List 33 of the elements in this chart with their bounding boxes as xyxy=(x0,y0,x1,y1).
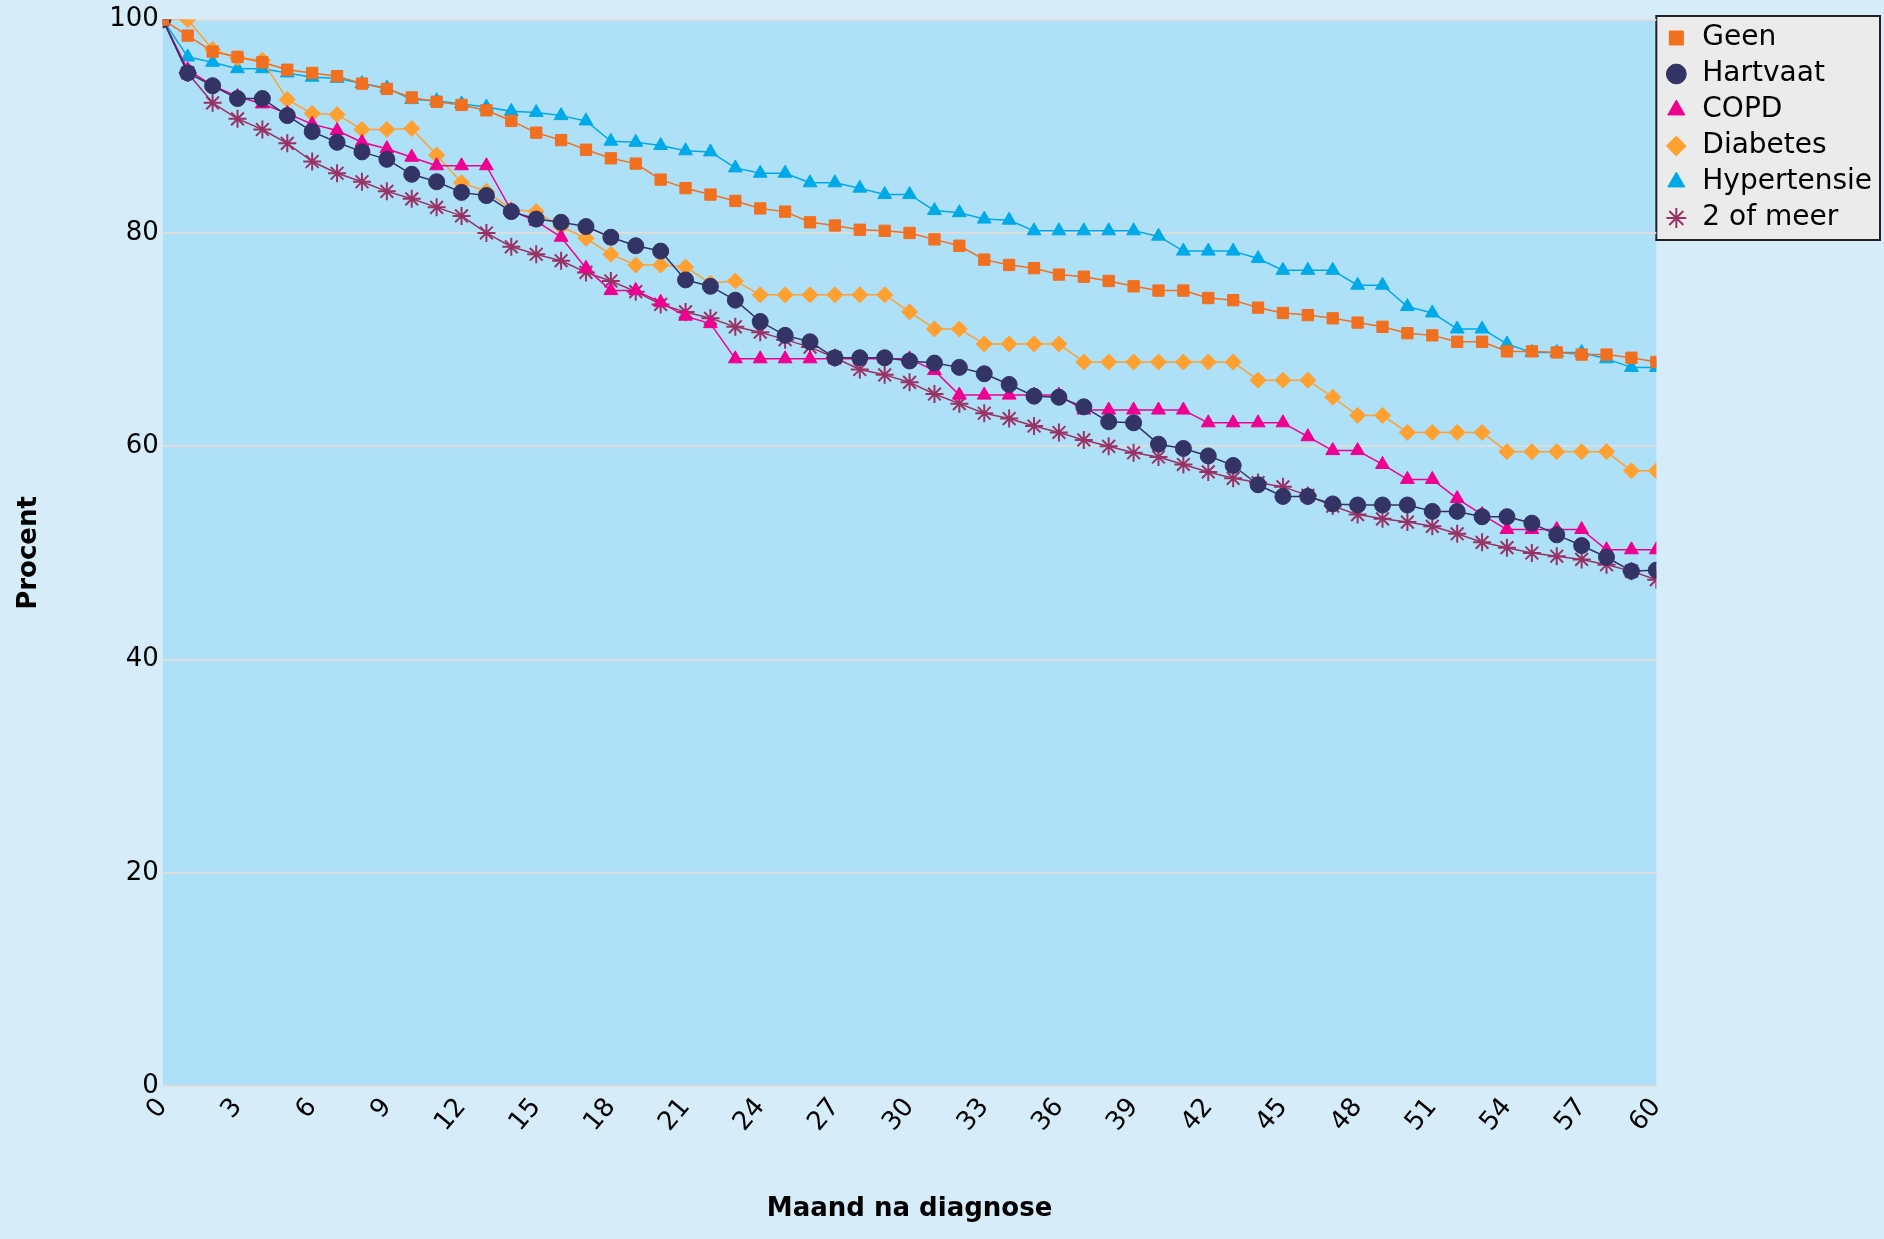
y-tick-label: 60 xyxy=(125,429,159,460)
x-tick-label: 45 xyxy=(1248,1091,1293,1136)
legend-label: COPD xyxy=(1702,91,1783,125)
legend-label: 2 of meer xyxy=(1702,199,1839,233)
legend-label: Hypertensie xyxy=(1702,163,1873,197)
x-tick-label: 39 xyxy=(1099,1091,1144,1136)
legend-label: Hartvaat xyxy=(1702,55,1825,89)
x-tick-label: 21 xyxy=(651,1091,696,1136)
y-tick-label: 100 xyxy=(109,2,159,33)
x-tick-label: 24 xyxy=(725,1091,770,1136)
x-tick-label: 42 xyxy=(1173,1091,1219,1136)
x-tick-label: 30 xyxy=(875,1091,920,1136)
legend-label: Diabetes xyxy=(1702,127,1827,161)
y-tick-label: 40 xyxy=(125,642,159,673)
x-tick-label: 60 xyxy=(1621,1091,1667,1136)
y-tick-label: 80 xyxy=(125,215,159,246)
x-tick-label: 33 xyxy=(949,1091,995,1136)
x-tick-label: 18 xyxy=(576,1091,621,1136)
x-tick-label: 6 xyxy=(288,1091,322,1124)
y-axis-title: Procent xyxy=(12,496,43,610)
x-tick-label: 15 xyxy=(501,1091,546,1136)
x-tick-label: 27 xyxy=(800,1091,845,1136)
x-tick-label: 57 xyxy=(1547,1091,1592,1136)
x-tick-label: 9 xyxy=(363,1091,397,1124)
x-axis-title: Maand na diagnose xyxy=(766,1192,1053,1223)
legend-label: Geen xyxy=(1702,19,1777,53)
x-tick-label: 48 xyxy=(1323,1091,1368,1136)
x-tick-label: 54 xyxy=(1472,1091,1517,1136)
y-tick-label: 20 xyxy=(125,855,159,886)
x-tick-label: 36 xyxy=(1024,1091,1069,1136)
x-tick-label: 12 xyxy=(427,1091,472,1136)
x-tick-label: 51 xyxy=(1397,1091,1443,1136)
x-tick-label: 3 xyxy=(213,1091,248,1124)
